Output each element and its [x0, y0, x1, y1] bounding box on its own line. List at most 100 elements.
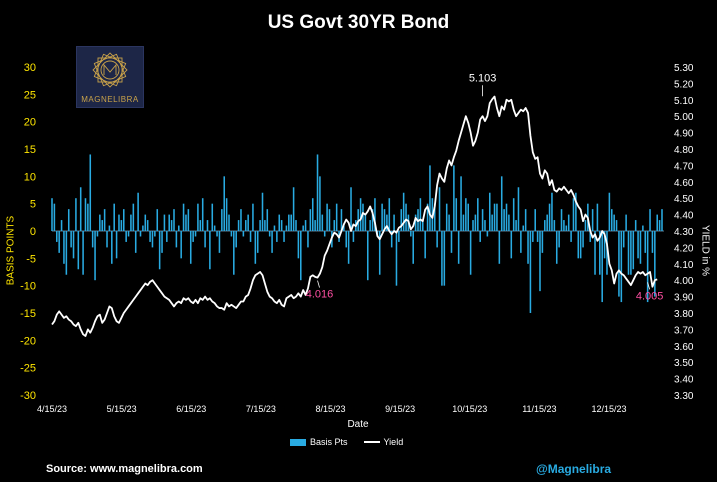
bar-basis-pts — [213, 225, 216, 231]
bar-basis-pts — [91, 231, 94, 248]
bar-basis-pts — [395, 231, 398, 286]
bar-basis-pts — [484, 220, 486, 231]
bar-basis-pts — [290, 214, 292, 231]
bar-basis-pts — [472, 220, 474, 231]
bar-basis-pts — [500, 176, 503, 231]
y-right-tick-label: 3.80 — [674, 309, 694, 320]
bar-basis-pts — [180, 231, 182, 259]
bar-basis-pts — [96, 231, 99, 237]
y-right-tick-label: 4.10 — [674, 260, 694, 271]
bar-basis-pts — [474, 214, 477, 231]
bar-basis-pts — [283, 231, 285, 242]
bar-basis-pts — [170, 220, 173, 231]
bar-basis-pts — [304, 220, 307, 231]
bar-basis-pts — [539, 231, 541, 292]
bar-basis-pts — [443, 231, 446, 286]
y-right-tick-label: 4.30 — [674, 227, 694, 238]
bar-basis-pts — [146, 220, 149, 231]
bar-basis-pts — [654, 231, 656, 297]
y-left-tick-label: 5 — [30, 199, 36, 211]
bar-basis-pts — [410, 231, 412, 237]
bar-basis-pts — [108, 225, 111, 231]
bar-basis-pts — [233, 231, 235, 275]
y-axis-left-label: BASIS POINTS — [4, 190, 18, 310]
bar-basis-pts — [137, 192, 139, 231]
bar-basis-pts — [618, 231, 620, 297]
y-right-tick-label: 4.60 — [674, 178, 694, 189]
y-right-tick-label: 5.30 — [674, 63, 694, 74]
bar-basis-pts — [158, 231, 161, 270]
y-right-tick-label: 3.30 — [674, 391, 694, 402]
bar-basis-pts — [223, 176, 226, 231]
bar-basis-pts — [321, 214, 324, 231]
bar-basis-pts — [441, 231, 443, 286]
x-tick-label: 8/15/23 — [315, 404, 345, 414]
bar-basis-pts — [579, 231, 582, 259]
bar-basis-pts — [558, 231, 560, 248]
bar-basis-pts — [429, 165, 431, 231]
y-left-tick-label: -5 — [26, 253, 36, 265]
bar-basis-pts — [101, 220, 104, 231]
bar-basis-pts — [228, 214, 230, 231]
bar-basis-pts — [546, 214, 548, 231]
bar-basis-pts — [254, 231, 257, 264]
yield-line — [51, 95, 658, 337]
bar-basis-pts — [87, 203, 89, 231]
bar-basis-pts — [288, 214, 290, 231]
x-tick-label: 6/15/23 — [176, 404, 206, 414]
bar-basis-pts — [359, 198, 362, 231]
bar-basis-pts — [333, 220, 336, 231]
bar-basis-pts — [424, 231, 426, 259]
bar-basis-pts — [94, 231, 96, 281]
bar-basis-pts — [51, 198, 53, 231]
y-left-tick-label: -20 — [20, 335, 36, 347]
bar-basis-pts — [65, 231, 68, 275]
bar-basis-pts — [259, 220, 261, 231]
bar-basis-pts — [166, 231, 168, 242]
bar-basis-pts — [455, 198, 458, 231]
bar-basis-pts — [323, 231, 326, 237]
x-tick-label: 10/15/23 — [452, 404, 487, 414]
y-left-tick-label: -30 — [20, 390, 36, 402]
legend-item-basis-pts: Basis Pts — [290, 437, 348, 447]
bar-basis-pts — [316, 154, 319, 231]
bar-basis-pts — [60, 220, 63, 231]
bar-basis-pts — [63, 231, 65, 264]
bar-basis-pts — [218, 231, 221, 253]
bar-basis-pts — [651, 231, 654, 253]
bar-basis-pts — [422, 220, 424, 231]
bar-basis-pts — [469, 231, 472, 275]
logo-text: MAGNELIBRA — [81, 95, 139, 104]
bar-basis-pts — [582, 231, 584, 248]
bar-basis-pts — [381, 203, 383, 231]
bar-basis-pts — [572, 198, 575, 231]
bar-basis-pts — [187, 209, 190, 231]
bar-basis-pts — [630, 231, 632, 275]
bar-basis-pts — [649, 209, 651, 231]
x-tick-label: 11/15/23 — [522, 404, 556, 414]
x-axis-label: Date — [347, 419, 369, 430]
bar-basis-pts — [515, 220, 517, 231]
bar-basis-pts — [457, 231, 460, 264]
bar-basis-pts — [481, 209, 484, 231]
bar-basis-pts — [402, 192, 405, 231]
bar-basis-pts — [541, 231, 544, 253]
bar-basis-pts — [206, 220, 209, 231]
bar-basis-pts — [639, 231, 642, 264]
y-right-tick-label: 4.70 — [674, 161, 694, 172]
y-axis-right-label: YIELD in % — [698, 190, 712, 310]
bar-basis-pts — [398, 231, 400, 242]
bar-basis-pts — [388, 198, 391, 231]
y-right-tick-label: 4.90 — [674, 129, 694, 140]
bar-basis-pts — [328, 209, 331, 231]
bar-basis-pts — [548, 203, 551, 231]
y-right-tick-label: 4.20 — [674, 243, 694, 254]
bar-basis-pts — [156, 209, 159, 231]
bar-basis-pts — [610, 209, 613, 231]
bar-basis-pts — [555, 231, 558, 264]
bar-basis-pts — [309, 209, 312, 231]
bar-basis-pts — [584, 220, 587, 231]
y-right-tick-label: 3.70 — [674, 325, 694, 336]
annotation-leader — [317, 280, 320, 288]
